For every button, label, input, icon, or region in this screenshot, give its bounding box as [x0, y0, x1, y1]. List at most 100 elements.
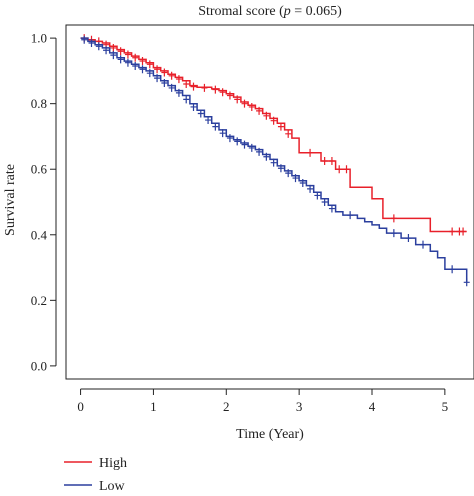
censor-mark-low [117, 55, 124, 64]
censor-mark-low [168, 83, 175, 92]
censor-mark-high [460, 227, 467, 236]
x-tick-label: 0 [77, 399, 84, 414]
censor-mark-low [307, 184, 314, 193]
censor-mark-low [248, 143, 255, 152]
censor-mark-low [420, 240, 426, 249]
censor-mark-high [117, 47, 124, 56]
censor-mark-high [328, 157, 335, 166]
chart-title-p: p [283, 4, 291, 19]
chart-title-prefix: Stromal score ( [198, 4, 284, 19]
censor-mark-high [212, 85, 219, 94]
y-tick-label: 1.0 [31, 31, 47, 46]
y-tick-label: 0.2 [31, 293, 47, 308]
x-tick-label: 1 [150, 399, 157, 414]
censor-mark-low [161, 79, 168, 88]
censor-mark-low [81, 35, 88, 44]
censor-mark-high [336, 165, 343, 174]
censor-mark-high [307, 148, 314, 157]
censor-mark-high [168, 71, 175, 80]
x-tick-label: 5 [442, 399, 449, 414]
censor-mark-low [463, 278, 470, 287]
censor-mark-high [146, 60, 153, 69]
censor-mark-high [241, 99, 248, 108]
censor-mark-low [110, 51, 117, 60]
censor-mark-low [212, 122, 219, 131]
censor-mark-low [139, 65, 146, 74]
censor-mark-low [124, 58, 131, 67]
censor-mark-high [132, 53, 139, 62]
censor-mark-low [183, 95, 190, 104]
series-line-high [80, 37, 467, 233]
censor-mark-low [263, 152, 270, 161]
censor-mark-high [124, 50, 131, 59]
censor-mark-high [285, 129, 292, 138]
censor-mark-low [226, 134, 233, 143]
x-axis-label: Time (Year) [236, 427, 304, 442]
censor-mark-low [146, 69, 153, 78]
series-layer [80, 34, 470, 287]
censor-mark-low [241, 140, 248, 149]
legend: High Low [64, 456, 127, 494]
censor-mark-high [343, 165, 350, 174]
y-axis: 0.0 0.2 0.4 0.6 0.8 1.0 [31, 31, 57, 373]
censor-mark-high [161, 68, 168, 77]
censor-mark-high [219, 88, 226, 97]
x-axis: 0 1 2 3 4 5 [77, 388, 449, 414]
censor-mark-high [110, 43, 117, 52]
chart-title: Stromal score (p = 0.065) [198, 4, 342, 19]
censor-mark-low [277, 164, 284, 173]
censor-mark-high [321, 157, 328, 166]
legend-label-high: High [99, 456, 127, 471]
censor-mark-low [103, 46, 110, 55]
censor-mark-high [248, 102, 255, 111]
censor-mark-high [277, 122, 284, 131]
censor-mark-high [270, 116, 277, 125]
censor-mark-low [270, 158, 277, 167]
censor-mark-low [154, 74, 161, 83]
chart-title-suffix: = 0.065) [291, 4, 342, 19]
censor-mark-low [197, 109, 204, 118]
censor-mark-high [263, 111, 270, 120]
censor-mark-high [234, 95, 241, 104]
censor-mark-low [292, 174, 299, 183]
censor-mark-high [139, 57, 146, 66]
censor-mark-low [449, 265, 456, 274]
censor-mark-low [390, 229, 397, 238]
censor-mark-high [201, 83, 208, 92]
x-tick-label: 3 [296, 399, 303, 414]
censor-mark-low [88, 39, 95, 48]
censor-mark-high [175, 75, 182, 84]
censor-mark-low [405, 234, 412, 243]
y-tick-label: 0.0 [31, 358, 47, 373]
censor-mark-high [190, 82, 197, 91]
censor-mark-low [132, 61, 139, 70]
legend-label-low: Low [99, 479, 126, 494]
censor-mark-high [154, 65, 161, 74]
y-axis-label: Survival rate [3, 164, 18, 236]
censor-mark-low [321, 198, 328, 206]
censor-mark-high [256, 106, 263, 115]
censor-mark-low [285, 169, 292, 178]
censor-mark-low [256, 147, 263, 156]
censor-mark-low [205, 116, 212, 125]
censor-mark-high [390, 214, 397, 223]
censor-mark-low [299, 178, 306, 187]
censor-mark-low [234, 137, 241, 146]
censor-mark-low [175, 88, 182, 97]
series-line-low [80, 37, 468, 283]
censor-mark-high [449, 227, 456, 236]
y-tick-label: 0.4 [31, 227, 48, 242]
x-tick-label: 2 [223, 399, 230, 414]
y-tick-label: 0.6 [31, 162, 48, 177]
censor-mark-low [314, 191, 321, 200]
censor-mark-high [226, 91, 233, 100]
censor-mark-low [219, 129, 226, 138]
y-tick-label: 0.8 [31, 96, 47, 111]
censor-mark-low [328, 204, 335, 213]
censor-mark-low [95, 42, 102, 51]
censor-mark-low [347, 211, 354, 220]
x-tick-label: 4 [369, 399, 376, 414]
censor-mark-high [183, 80, 190, 88]
censor-mark-low [190, 102, 197, 111]
